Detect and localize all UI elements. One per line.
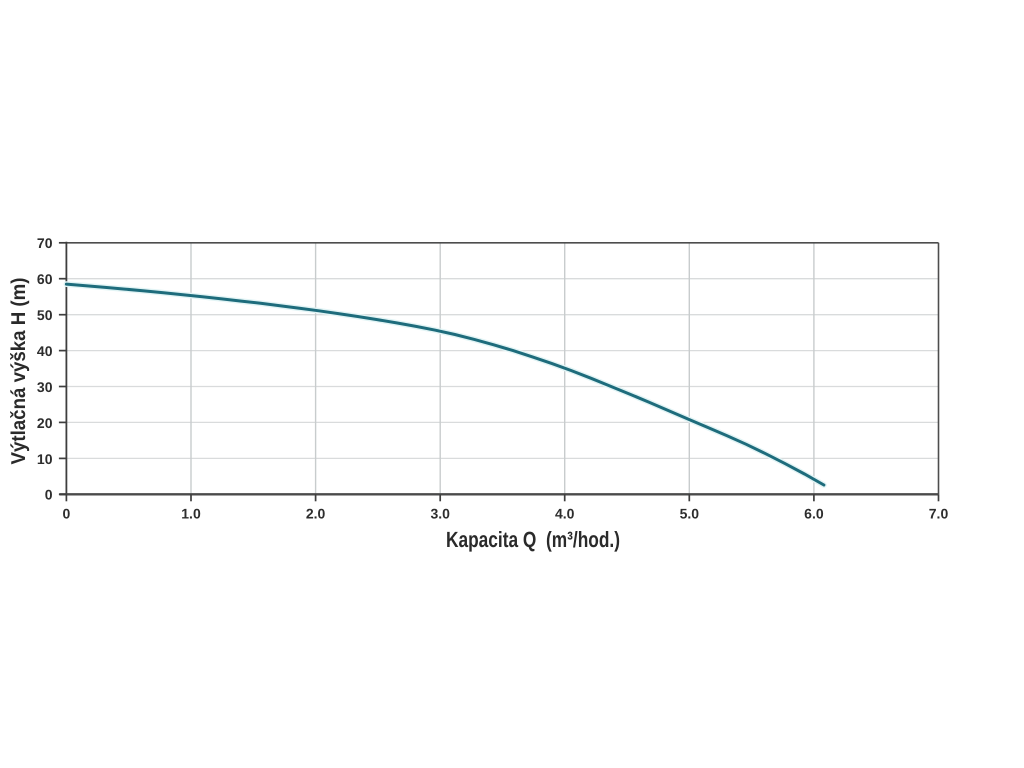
svg-text:60: 60 (37, 271, 53, 287)
svg-text:50: 50 (37, 307, 53, 323)
svg-text:4.0: 4.0 (555, 505, 575, 521)
svg-text:40: 40 (37, 343, 53, 359)
svg-text:Kapacita Q (m³/hod.): Kapacita Q (m³/hod.) (446, 527, 620, 552)
svg-text:30: 30 (37, 379, 53, 395)
svg-text:70: 70 (37, 235, 53, 251)
svg-text:10: 10 (37, 451, 53, 467)
svg-text:0: 0 (45, 487, 53, 503)
svg-text:20: 20 (37, 415, 53, 431)
svg-text:5.0: 5.0 (680, 505, 700, 521)
svg-text:0: 0 (63, 505, 71, 521)
svg-text:7.0: 7.0 (929, 505, 949, 521)
svg-text:3.0: 3.0 (430, 505, 450, 521)
svg-text:2.0: 2.0 (306, 505, 326, 521)
svg-text:6.0: 6.0 (804, 505, 824, 521)
svg-text:1.0: 1.0 (181, 505, 201, 521)
svg-text:Výtlačná výška H (m): Výtlačná výška H (m) (8, 278, 30, 465)
